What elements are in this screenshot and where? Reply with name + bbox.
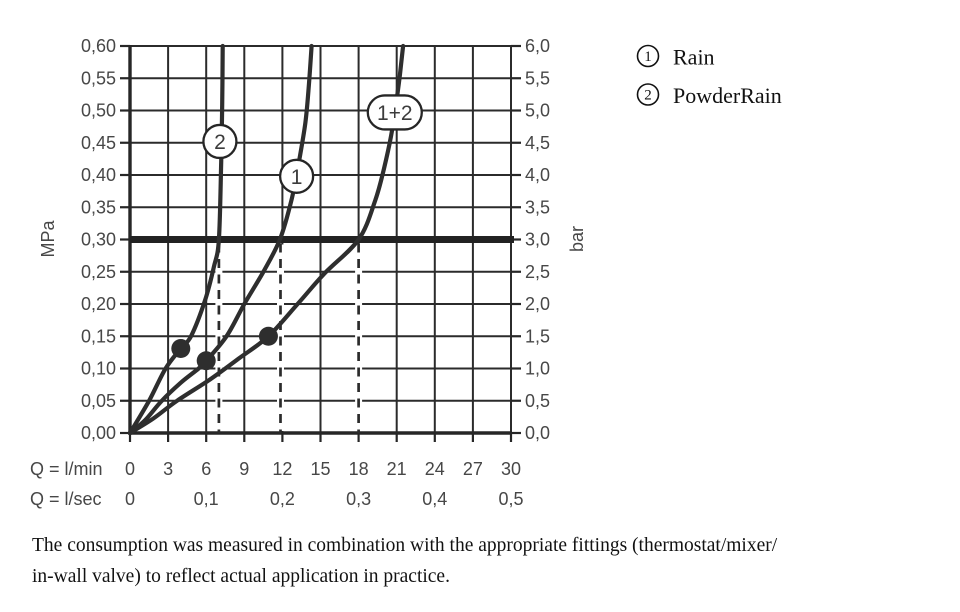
y-right-tick-label: 1,5 <box>525 326 550 346</box>
legend: 1 Rain 2 PowderRain <box>636 44 782 108</box>
drop-lines <box>215 243 363 433</box>
y-right-tick-label: 3,5 <box>525 197 550 217</box>
svg-text:2: 2 <box>644 88 652 104</box>
y-right-tick-label: 4,0 <box>525 165 550 185</box>
y-left-tick-label: 0,55 <box>81 68 116 88</box>
y-left-tick-label: 0,00 <box>81 423 116 443</box>
legend-circled-number-icon <box>636 83 660 106</box>
svg-text:1: 1 <box>291 166 303 189</box>
y-left-tick-label: 0,35 <box>81 197 116 217</box>
y-left-tick-label: 0,20 <box>81 294 116 314</box>
y-left-tick-label: 0,30 <box>81 230 116 250</box>
y-right-tick-label: 0,5 <box>525 391 550 411</box>
x-primary-tick-label: 9 <box>239 459 249 479</box>
y-left-tick-label: 0,45 <box>81 133 116 153</box>
curve-rain <box>127 43 314 436</box>
y-right-tick-label: 5,5 <box>525 68 550 88</box>
x-primary-tick-label: 3 <box>163 459 173 479</box>
y-left-tick-label: 0,15 <box>81 326 116 346</box>
marker-powderrain <box>171 339 191 359</box>
legend-label: Rain <box>673 45 715 70</box>
legend-item-powderrain: 2 PowderRain <box>636 83 782 108</box>
caption-line-1: The consumption was measured in combinat… <box>32 535 778 556</box>
y-left-tick-label: 0,50 <box>81 101 116 121</box>
x-primary-tick-label: 21 <box>387 459 407 479</box>
y-axis-right-title: bar <box>567 226 587 252</box>
caption: The consumption was measured in combinat… <box>32 531 932 592</box>
badge-powderrain: 2 <box>202 123 238 160</box>
y-right-tick-label: 3,0 <box>525 230 550 250</box>
x-primary-tick-label: 6 <box>201 459 211 479</box>
x-primary-tick-label: 12 <box>272 459 292 479</box>
x-secondary-tick-label: 0,3 <box>346 489 371 509</box>
x-secondary-tick-label: 0 <box>125 489 135 509</box>
axis-labels: 0,000,050,100,150,200,250,300,350,400,45… <box>30 36 587 509</box>
pressure-flow-chart: 211+20,000,050,100,150,200,250,300,350,4… <box>30 36 782 509</box>
marker-rain <box>196 351 216 371</box>
x-axis-primary-title: Q = l/min <box>30 459 103 479</box>
y-right-tick-label: 6,0 <box>525 36 550 56</box>
y-right-tick-label: 4,5 <box>525 133 550 153</box>
y-axis-left-title: MPa <box>38 220 58 258</box>
svg-text:1+2: 1+2 <box>377 102 413 125</box>
y-left-tick-label: 0,60 <box>81 36 116 56</box>
x-primary-tick-label: 18 <box>349 459 369 479</box>
marker-rain-plus-powderrain <box>258 326 278 346</box>
x-secondary-tick-label: 0,1 <box>194 489 219 509</box>
legend-circled-number-icon <box>636 44 660 68</box>
x-primary-tick-label: 30 <box>501 459 521 479</box>
caption-line-2: in-wall valve) to reflect actual applica… <box>32 565 450 587</box>
x-primary-tick-label: 15 <box>310 459 330 479</box>
badge-rain-plus-powderrain: 1+2 <box>366 94 423 131</box>
y-right-tick-label: 2,5 <box>525 262 550 282</box>
y-left-tick-label: 0,05 <box>81 391 116 411</box>
y-right-tick-label: 2,0 <box>525 294 550 314</box>
svg-text:1: 1 <box>644 49 652 65</box>
x-primary-tick-label: 27 <box>463 459 483 479</box>
x-axis-secondary-title: Q = l/sec <box>30 489 102 509</box>
badge-rain: 1 <box>278 158 315 194</box>
y-right-tick-label: 0,0 <box>525 423 550 443</box>
svg-text:2: 2 <box>214 131 226 154</box>
y-right-tick-label: 1,0 <box>525 359 550 379</box>
x-secondary-tick-label: 0,5 <box>498 489 523 509</box>
x-secondary-tick-label: 0,2 <box>270 489 295 509</box>
y-left-tick-label: 0,40 <box>81 165 116 185</box>
legend-item-rain: 1 Rain <box>636 44 715 70</box>
legend-label: PowderRain <box>673 83 782 108</box>
x-primary-tick-label: 0 <box>125 459 135 479</box>
y-left-tick-label: 0,10 <box>81 359 116 379</box>
x-secondary-tick-label: 0,4 <box>422 489 447 509</box>
y-right-tick-label: 5,0 <box>525 101 550 121</box>
y-left-tick-label: 0,25 <box>81 262 116 282</box>
x-primary-tick-label: 24 <box>425 459 445 479</box>
